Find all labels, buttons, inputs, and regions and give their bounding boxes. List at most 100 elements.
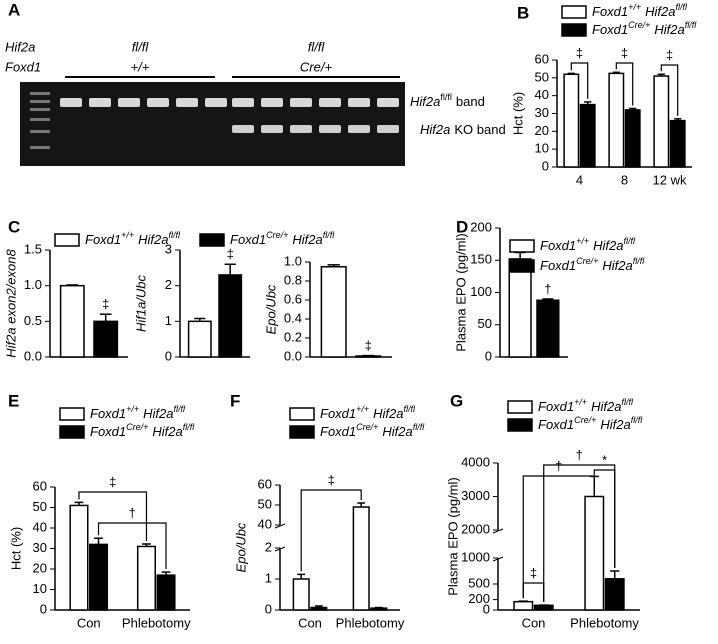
legend-label-part: Foxd1 (90, 406, 126, 421)
legend-swatch (54, 233, 80, 247)
x-tick-label: 8 (621, 172, 628, 187)
gel-row-label: Foxd1 (5, 59, 41, 74)
legend-label-part: fl/fl (413, 422, 426, 432)
y-tick-label: 1.0 (24, 277, 42, 292)
legend-label-part: Foxd1 (538, 417, 574, 432)
legend-label-part: Foxd1 (90, 424, 126, 439)
legend-label-part: Hif2a (382, 424, 412, 439)
gel-band (147, 98, 169, 107)
legend-label-part: Hif2a (593, 238, 623, 253)
bar (584, 495, 605, 611)
legend-label: Foxd1+/+ Hif2afl/fl (320, 404, 416, 421)
panel-label: E (8, 391, 19, 410)
gel-band (348, 125, 370, 133)
significance-mark: ‡ (109, 474, 116, 489)
y-tick-label: 1.5 (24, 241, 42, 256)
x-tick-label: 12 wk (653, 172, 687, 187)
y-tick-label: 0 (485, 348, 492, 363)
significance-bracket (522, 582, 545, 603)
y-tick-label: 0 (483, 601, 490, 616)
gel-band (319, 125, 341, 133)
gel-group-label: fl/fl (308, 39, 326, 54)
y-tick-label: 40 (33, 519, 47, 534)
significance-bracket (97, 522, 167, 570)
bar (187, 320, 212, 358)
legend-label-part: fl/fl (323, 230, 336, 240)
gel-band (290, 125, 312, 133)
bar (310, 606, 328, 611)
y-axis-label: Hct (%) (510, 92, 525, 135)
gel-band (232, 98, 254, 107)
panel-label: D (456, 217, 468, 236)
significance-mark: ‡ (365, 338, 372, 353)
significance-bracket (615, 62, 634, 106)
legend-label-part: Cre/+ (574, 415, 596, 425)
x-tick-label: Con (298, 615, 322, 630)
legend-label-part: Hif2a (143, 406, 173, 421)
legend-label-part: fl/fl (169, 230, 182, 240)
legend-label: Foxd1+/+ Hif2afl/fl (85, 230, 181, 247)
y-axis-label: Plasma EPO (pg/ml) (453, 233, 468, 351)
bar (669, 119, 686, 168)
ladder-band (30, 130, 50, 133)
y-tick-label: 10 (33, 581, 47, 596)
legend-label-part: Foxd1 (320, 424, 356, 439)
y-tick-label: 1 (165, 313, 172, 328)
legend-label-part: Cre/+ (126, 422, 148, 432)
y-tick-label: 2000 (461, 521, 490, 536)
band-label: Hif2a KO band (420, 122, 506, 137)
legend-swatch (507, 400, 533, 414)
x-tick-label: Phlebotomy (122, 615, 191, 630)
significance-mark: ‡ (666, 47, 673, 62)
y-tick-label: 0.8 (284, 272, 302, 287)
y-tick-label: 1000 (461, 549, 490, 564)
significance-bracket (78, 491, 148, 541)
gel-group-label: +/+ (131, 59, 150, 74)
legend-label: Foxd1+/+ Hif2afl/fl (540, 236, 636, 253)
y-axis-label: Epo/Ubc (233, 522, 248, 572)
legend-swatch (59, 425, 85, 439)
y-axis-label: Plasma EPO (pg/ml) (445, 477, 460, 595)
y-tick-label: 150 (470, 252, 492, 267)
gel-band (261, 98, 283, 107)
y-tick-label: 60 (258, 476, 272, 491)
bar (218, 274, 243, 358)
band-label-part: Hif2a (410, 94, 440, 109)
legend-label-part: fl/fl (622, 397, 635, 407)
significance-mark: † (129, 505, 136, 520)
significance-mark: ‡ (621, 45, 628, 60)
legend-label-part: Hif2a (373, 406, 403, 421)
significance-mark: † (555, 458, 562, 473)
gel-band (377, 98, 399, 107)
bar (624, 109, 641, 168)
y-tick-label: 1 (265, 570, 272, 585)
gel-band (290, 98, 312, 107)
legend-label-part: Hif2a (600, 417, 630, 432)
bar (604, 578, 625, 611)
significance-mark: ‡ (328, 472, 335, 487)
legend-label-part: Cre/+ (628, 20, 650, 30)
legend-label-part: fl/fl (676, 2, 689, 12)
band-label-part: Hif2a (420, 122, 450, 137)
x-tick-label: Phlebotomy (336, 615, 405, 630)
axis-break (274, 523, 286, 529)
legend-label-part: Foxd1 (540, 238, 576, 253)
legend-label-part: Foxd1 (320, 406, 356, 421)
bar (352, 506, 370, 611)
axis-break (274, 546, 286, 552)
significance-bracket (660, 64, 679, 116)
bar (579, 103, 596, 168)
legend-label-part: Foxd1 (592, 4, 628, 19)
y-tick-label: 2 (165, 277, 172, 292)
legend-label-part: Foxd1 (540, 258, 576, 273)
legend-label: Foxd1Cre/+ Hif2afl/fl (540, 256, 645, 273)
bar (156, 574, 176, 611)
significance-bracket (522, 473, 595, 599)
legend-swatch (509, 239, 535, 253)
y-tick-label: 3000 (461, 488, 490, 503)
gel-image (20, 82, 405, 166)
legend-label-part: Foxd1 (230, 232, 266, 247)
y-tick-label: 0.2 (284, 329, 302, 344)
legend-label-part: fl/fl (174, 404, 187, 414)
legend-label-part: fl/fl (404, 404, 417, 414)
